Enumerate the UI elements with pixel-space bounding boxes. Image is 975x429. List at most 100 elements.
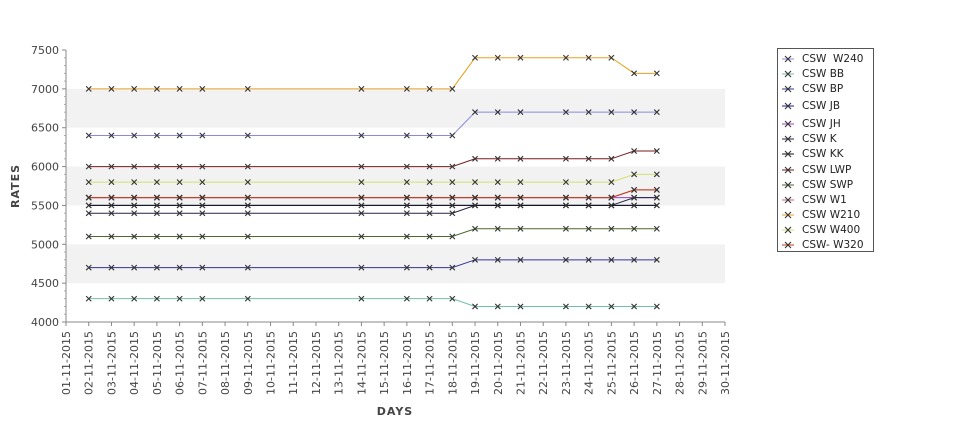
- x-tick-label: 25-11-2015: [605, 331, 618, 395]
- data-point: [449, 210, 456, 217]
- series-6: [85, 202, 660, 209]
- x-tick-label: 06-11-2015: [174, 331, 187, 395]
- data-point: [494, 202, 501, 209]
- data-point: [85, 202, 92, 209]
- data-point: [85, 295, 92, 302]
- data-point: [585, 225, 592, 232]
- data-point: [562, 155, 569, 162]
- legend-marker-icon: [782, 181, 794, 189]
- data-point: [449, 295, 456, 302]
- y-tick-label: 6000: [31, 161, 59, 174]
- legend-item: CSW JH: [778, 117, 874, 131]
- data-point: [631, 70, 638, 77]
- data-point: [631, 171, 638, 178]
- legend-label: CSW BP: [802, 83, 844, 95]
- data-point: [608, 256, 615, 263]
- series-10: [85, 54, 660, 92]
- data-point: [108, 233, 115, 240]
- legend-marker-icon: [782, 196, 794, 204]
- data-point: [631, 109, 638, 116]
- data-point: [631, 202, 638, 209]
- x-tick-label: 15-11-2015: [378, 331, 391, 395]
- legend-marker-icon: [782, 211, 794, 219]
- data-point: [494, 225, 501, 232]
- data-point: [85, 179, 92, 186]
- data-point: [608, 155, 615, 162]
- data-point: [403, 202, 410, 209]
- chart-bands: [66, 88, 725, 284]
- x-tick-label: 30-11-2015: [719, 331, 732, 395]
- data-point: [426, 202, 433, 209]
- x-tick-label: 13-11-2015: [333, 331, 346, 395]
- x-tick-label: 02-11-2015: [83, 331, 96, 395]
- data-point: [517, 179, 524, 186]
- data-point: [426, 264, 433, 271]
- data-point: [517, 194, 524, 201]
- x-tick-label: 16-11-2015: [401, 331, 414, 395]
- data-point: [85, 210, 92, 217]
- x-tick-label: 18-11-2015: [446, 331, 459, 395]
- band-0: [66, 244, 725, 284]
- y-tick-label: 4500: [31, 277, 59, 290]
- data-point: [403, 132, 410, 139]
- data-point: [199, 295, 206, 302]
- data-point: [653, 109, 660, 116]
- data-point: [199, 163, 206, 170]
- data-point: [562, 225, 569, 232]
- data-point: [517, 202, 524, 209]
- x-tick-label: 10-11-2015: [265, 331, 278, 395]
- data-point: [176, 132, 183, 139]
- legend-label: CSW LWP: [802, 164, 852, 176]
- data-point: [108, 194, 115, 201]
- data-point: [494, 155, 501, 162]
- data-point: [585, 202, 592, 209]
- legend-marker-icon: [782, 120, 794, 128]
- data-point: [244, 85, 251, 92]
- data-point: [631, 194, 638, 201]
- y-axis-ticks: 4000 4500 5000 5500 6000 6500 7000 7500: [31, 44, 66, 329]
- data-point: [244, 233, 251, 240]
- legend-label: CSW SWP: [802, 179, 854, 191]
- data-point: [608, 202, 615, 209]
- x-tick-label: 26-11-2015: [628, 331, 641, 395]
- data-point: [153, 194, 160, 201]
- data-point: [517, 256, 524, 263]
- legend-label: CSW KK: [802, 148, 844, 160]
- data-point: [585, 179, 592, 186]
- series-2: [85, 256, 660, 271]
- data-point: [608, 179, 615, 186]
- data-point: [653, 256, 660, 263]
- data-point: [85, 194, 92, 201]
- data-point: [426, 179, 433, 186]
- data-point: [403, 163, 410, 170]
- x-tick-label: 24-11-2015: [583, 331, 596, 395]
- series-line: [88, 57, 657, 90]
- data-point: [562, 54, 569, 61]
- series-12: [85, 186, 660, 201]
- data-point: [608, 109, 615, 116]
- data-point: [358, 210, 365, 217]
- data-point: [426, 233, 433, 240]
- data-point: [585, 155, 592, 162]
- data-point: [585, 194, 592, 201]
- data-point: [472, 303, 479, 310]
- legend-item: CSW W210: [778, 208, 874, 222]
- data-point: [358, 194, 365, 201]
- data-point: [494, 109, 501, 116]
- data-point: [426, 85, 433, 92]
- data-point: [131, 295, 138, 302]
- legend-marker-icon: [782, 102, 794, 110]
- data-point: [426, 210, 433, 217]
- data-point: [653, 148, 660, 155]
- data-point: [562, 202, 569, 209]
- data-point: [131, 264, 138, 271]
- y-tick-label: 7000: [31, 83, 59, 96]
- data-point: [653, 70, 660, 77]
- legend-marker-icon: [782, 85, 794, 93]
- data-point: [562, 194, 569, 201]
- data-point: [494, 194, 501, 201]
- data-point: [131, 194, 138, 201]
- data-point: [358, 179, 365, 186]
- legend-marker-icon: [782, 226, 794, 234]
